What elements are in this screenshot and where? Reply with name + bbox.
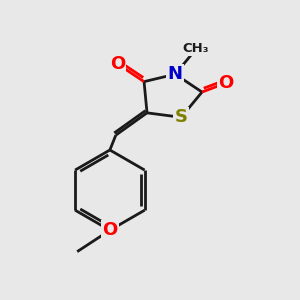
Text: O: O: [218, 74, 233, 92]
Text: N: N: [168, 65, 183, 83]
Text: O: O: [102, 221, 118, 239]
Text: S: S: [175, 108, 188, 126]
Text: CH₃: CH₃: [183, 42, 209, 56]
Text: O: O: [110, 55, 125, 73]
